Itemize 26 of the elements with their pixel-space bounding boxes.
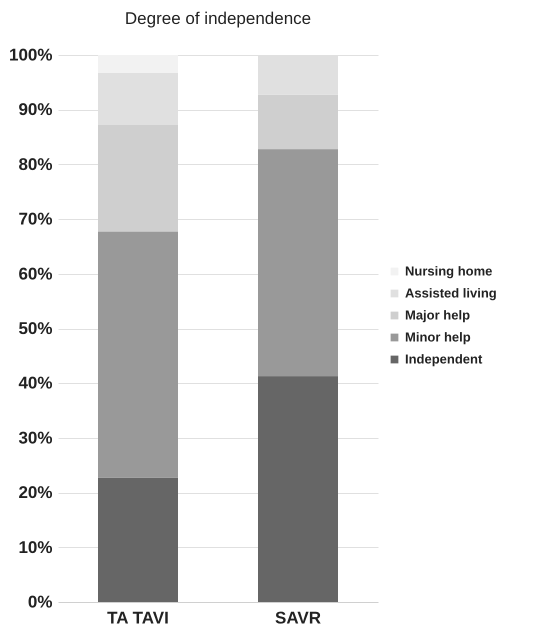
y-tick-label: 0% — [28, 592, 52, 612]
y-tick-label: 50% — [18, 319, 52, 338]
y-tick-label: 100% — [9, 46, 52, 64]
legend-label: Independent — [405, 352, 483, 366]
y-tick-label: 90% — [18, 100, 52, 120]
y-tick-label: 40% — [18, 374, 52, 393]
y-tick-label: 10% — [18, 538, 52, 557]
bar — [258, 149, 338, 376]
bar — [98, 125, 178, 232]
x-tick-label: TA TAVI — [107, 608, 169, 628]
bar — [258, 94, 338, 150]
y-tick-label: 70% — [18, 210, 52, 229]
legend-label: Assisted living — [405, 286, 497, 300]
bar — [98, 232, 178, 478]
legend-label: Major help — [405, 308, 470, 322]
bar — [258, 376, 338, 602]
legend-label: Minor help — [405, 330, 471, 344]
bar — [98, 55, 178, 74]
y-tick-label: 30% — [18, 428, 52, 448]
y-tick-label: 60% — [18, 264, 52, 284]
chart-title: Degree of independence — [124, 9, 312, 28]
y-tick-label: 80% — [18, 154, 52, 174]
legend-label: Nursing home — [405, 264, 492, 278]
y-tick-label: 20% — [18, 483, 52, 502]
x-tick-label: SAVR — [275, 608, 321, 628]
bar — [98, 478, 178, 602]
